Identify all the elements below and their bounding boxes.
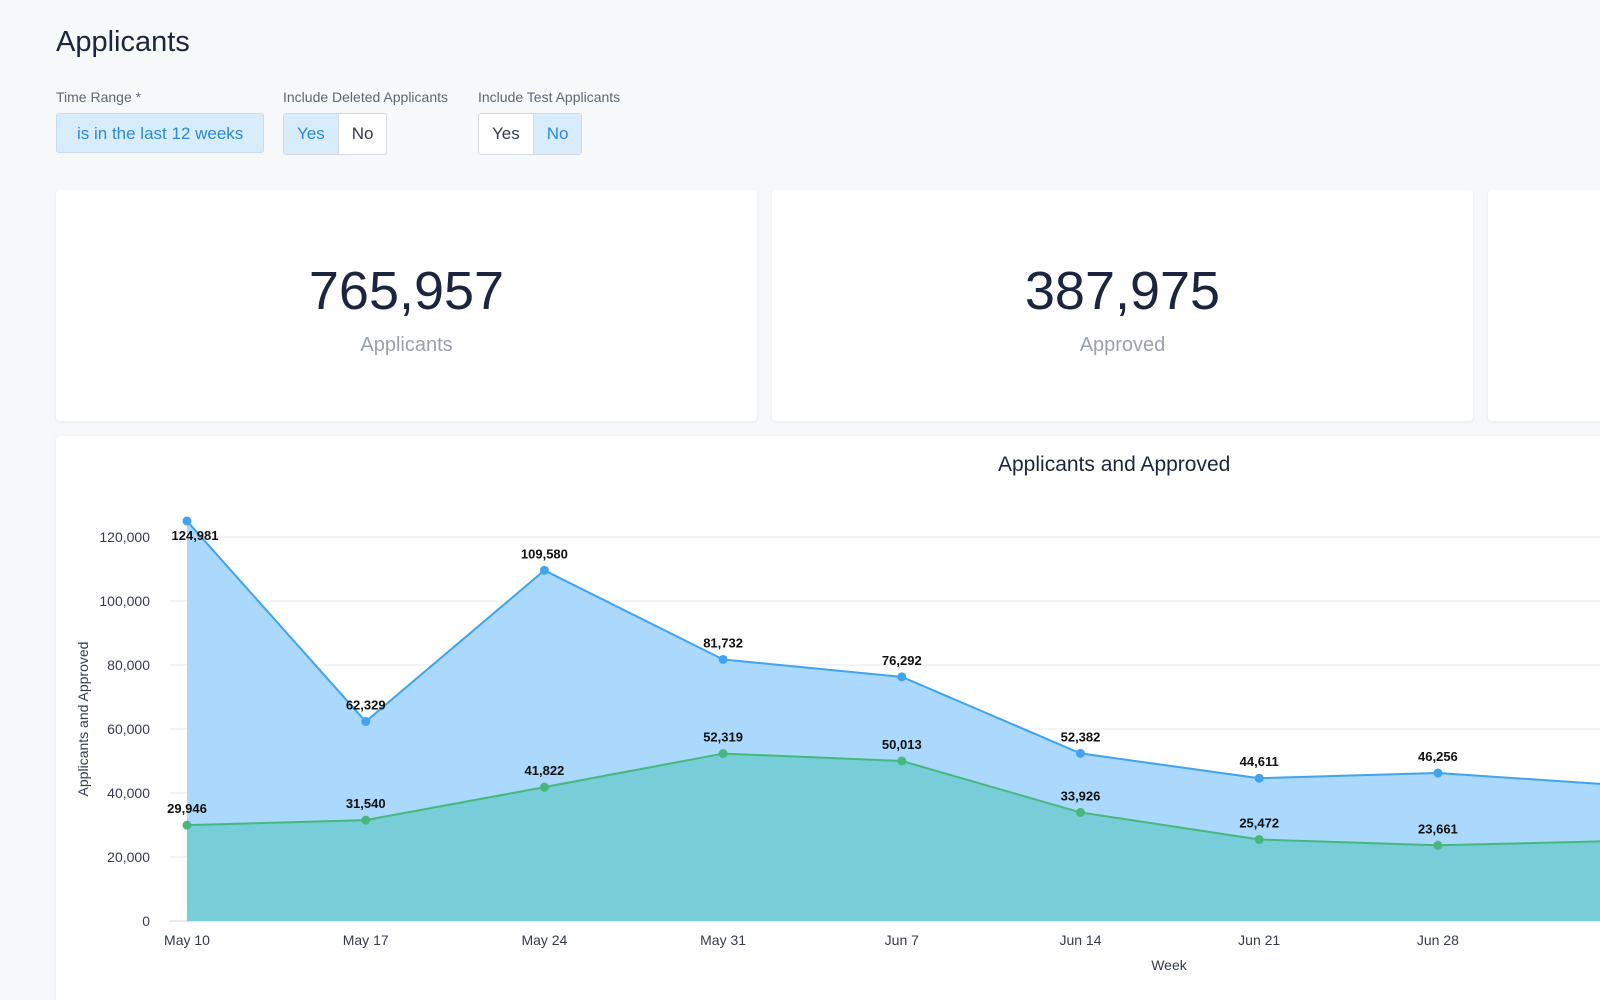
y-tick-label: 20,000	[107, 849, 150, 865]
include-deleted-label: Include Deleted Applicants	[283, 89, 448, 105]
approved-data-label: 23,661	[1418, 821, 1458, 836]
applicants-point	[182, 516, 192, 526]
x-tick-label: Jun 7	[885, 932, 919, 948]
x-tick-label: May 17	[343, 932, 389, 948]
applicants-point	[539, 565, 549, 575]
kpi-value-applicants: 765,957	[308, 261, 505, 321]
kpi-card-third	[1488, 190, 1600, 421]
applicants-point	[1076, 748, 1085, 758]
approved-point	[539, 782, 549, 792]
applicants-data-label: 46,256	[1418, 749, 1458, 764]
area-chart: 0 20,000 40,000 60,000 80,000 100,000 120,000 1…	[75, 516, 1600, 973]
x-tick-label: Jun 14	[1059, 932, 1101, 948]
y-tick-label: 120,000	[99, 529, 150, 545]
include-deleted-no-button[interactable]: No	[337, 114, 387, 154]
approved-point	[897, 756, 907, 766]
x-tick-label: May 31	[700, 932, 746, 948]
approved-point	[718, 749, 728, 759]
approved-point	[182, 820, 192, 830]
approved-data-label: 52,319	[703, 730, 743, 745]
applicants-point	[1254, 773, 1264, 783]
applicants-point	[1433, 768, 1443, 778]
approved-point	[1254, 834, 1264, 844]
approved-point	[1076, 807, 1085, 817]
time-range-chip[interactable]: is in the last 12 weeks	[56, 113, 265, 153]
time-range-filter: Time Range * is in the last 12 weeks	[56, 89, 265, 153]
kpi-label-approved: Approved	[1079, 334, 1166, 356]
approved-data-label: 50,013	[882, 737, 922, 752]
kpi-card-applicants: 765,957 Applicants	[56, 190, 757, 421]
kpi-label-applicants: Applicants	[360, 334, 453, 356]
y-tick-label: 40,000	[107, 785, 150, 801]
approved-data-label: 29,946	[167, 801, 207, 816]
applicants-data-label: 52,382	[1061, 729, 1101, 744]
y-tick-label: 60,000	[107, 721, 150, 737]
include-test-no-button[interactable]: No	[532, 114, 582, 154]
approved-data-label: 31,540	[346, 796, 386, 811]
applicants-data-label: 124,981	[172, 528, 219, 543]
applicants-data-label: 109,580	[521, 546, 568, 561]
time-range-label: Time Range *	[56, 89, 142, 105]
applicants-point	[718, 654, 728, 664]
x-tick-label: Jun 21	[1238, 932, 1280, 948]
y-tick-label: 100,000	[99, 593, 150, 609]
applicants-point	[361, 717, 371, 727]
include-deleted-filter: Include Deleted Applicants Yes No	[283, 89, 448, 155]
page-title: Applicants	[56, 26, 190, 58]
kpi-value-approved: 387,975	[1024, 261, 1221, 321]
y-axis-title: Applicants and Approved	[75, 642, 91, 797]
y-tick-label: 80,000	[107, 657, 150, 673]
approved-point	[1433, 840, 1443, 850]
include-deleted-yes-button[interactable]: Yes	[284, 114, 338, 154]
x-tick-label: May 24	[521, 932, 567, 948]
applicants-data-label: 44,611	[1240, 754, 1279, 769]
approved-data-label: 25,472	[1239, 815, 1279, 830]
include-test-label: Include Test Applicants	[478, 89, 621, 105]
approved-area	[187, 753, 1600, 921]
applicants-data-label: 81,732	[703, 635, 743, 650]
kpi-card-approved: 387,975 Approved	[772, 190, 1473, 421]
include-test-yes-button[interactable]: Yes	[479, 114, 533, 154]
applicants-data-label: 76,292	[882, 653, 922, 668]
approved-data-label: 41,822	[525, 763, 565, 778]
chart-card: Applicants and Approved 0 20,000 40,000 60,…	[56, 436, 1600, 1000]
chart-title: Applicants and Approved	[998, 453, 1231, 476]
x-axis-title: Week	[1151, 957, 1188, 973]
applicants-data-label: 62,329	[346, 698, 386, 713]
include-test-toggle: Yes No	[478, 113, 583, 155]
include-deleted-toggle: Yes No	[283, 113, 388, 155]
x-tick-label: May 10	[164, 932, 210, 948]
x-tick-label: Jun 28	[1417, 932, 1459, 948]
y-tick-label: 0	[142, 913, 150, 929]
approved-data-label: 33,926	[1061, 788, 1101, 803]
applicants-point	[897, 672, 907, 682]
include-test-filter: Include Test Applicants Yes No	[478, 89, 620, 155]
approved-point	[361, 815, 371, 825]
